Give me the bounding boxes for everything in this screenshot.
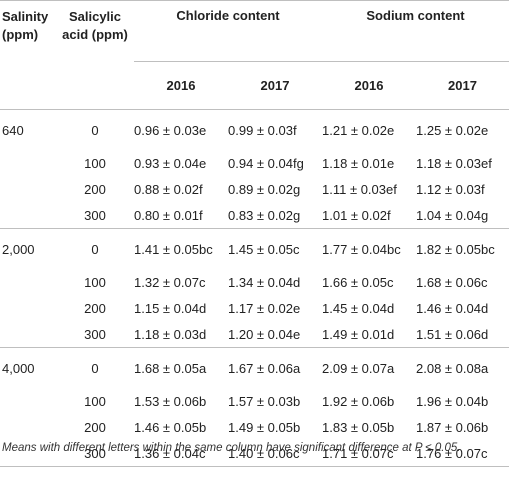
sodium-2016-cell: 1.18 ± 0.01e <box>322 155 395 171</box>
chloride-2017-cell: 0.89 ± 0.02g <box>228 181 301 197</box>
header-chloride-2017: 2017 <box>228 61 322 110</box>
salinity-cell <box>0 388 56 414</box>
salicylic-acid-cell: 300 <box>56 440 134 467</box>
salicylic-acid-cell: 0 <box>56 228 134 269</box>
chloride-2016-cell: 1.36 ± 0.04c <box>134 440 228 467</box>
table-footnote: Means with different letters within the … <box>2 442 461 454</box>
top-rule <box>0 0 509 1</box>
salicylic-acid-cell: 300 <box>84 207 106 223</box>
header-chloride: Chloride content <box>176 8 280 23</box>
sodium-2016-cell: 1.92 ± 0.06b <box>322 393 395 409</box>
sodium-2016-cell: 1.49 ± 0.01d <box>322 326 395 342</box>
sodium-2017-cell: 1.51 ± 0.06d <box>416 326 489 342</box>
table-row: 100 0.93 ± 0.04e 0.94 ± 0.04fg 1.18 ± 0.01e… <box>0 150 509 176</box>
sodium-2016-cell: 1.83 ± 0.05b <box>322 419 395 435</box>
header-sodium: Sodium content <box>366 8 465 23</box>
table-row: 640 0 0.96 ± 0.03e 0.99 ± 0.03f 1.21 ± 0.02e… <box>0 109 509 150</box>
salinity-cell <box>0 414 56 440</box>
sodium-2016-cell: 2.09 ± 0.07a <box>322 347 416 388</box>
header-sodium-2016: 2016 <box>322 61 416 110</box>
chloride-2016-cell: 1.68 ± 0.05a <box>134 347 228 388</box>
salicylic-acid-cell: 200 <box>84 181 106 197</box>
salinity-cell <box>0 202 56 229</box>
header-row-2: 2016 2017 2016 2017 <box>0 61 509 110</box>
chloride-2016-cell: 1.15 ± 0.04d <box>134 300 207 316</box>
salinity-cell: 2,000 <box>0 228 56 269</box>
salicylic-acid-cell: 100 <box>84 393 106 409</box>
header-salicylic-acid: Salicylic acid (ppm) <box>62 9 128 42</box>
chloride-2017-cell: 1.49 ± 0.05b <box>228 419 301 435</box>
salicylic-acid-cell: 300 <box>84 326 106 342</box>
salicylic-acid-cell: 0 <box>56 347 134 388</box>
sodium-2017-cell: 1.12 ± 0.03f <box>416 181 485 197</box>
header-salinity: Salinity (ppm) <box>2 9 49 42</box>
salicylic-acid-cell: 100 <box>84 155 106 171</box>
salicylic-acid-cell: 200 <box>84 300 106 316</box>
sodium-2017-cell: 2.08 ± 0.08a <box>416 347 509 388</box>
sodium-2017-cell: 1.96 ± 0.04b <box>416 393 489 409</box>
chloride-2017-cell: 1.67 ± 0.06a <box>228 347 322 388</box>
salinity-cell <box>0 176 56 202</box>
sodium-2017-cell: 1.04 ± 0.04g <box>416 207 489 223</box>
data-table: Salinity (ppm) Salicylic acid (ppm) Chlori… <box>0 0 509 467</box>
salinity-cell <box>0 269 56 295</box>
sodium-2017-cell: 1.46 ± 0.04d <box>416 300 489 316</box>
chloride-2016-cell: 1.32 ± 0.07c <box>134 274 206 290</box>
table-row: 300 1.36 ± 0.04c 1.40 ± 0.06c 1.71 ± 0.07c 1… <box>0 440 509 467</box>
salinity-cell <box>0 295 56 321</box>
salinity-cell: 640 <box>0 109 56 150</box>
chloride-2017-cell: 0.94 ± 0.04fg <box>228 155 304 171</box>
chloride-2016-cell: 0.96 ± 0.03e <box>134 109 228 150</box>
chloride-2017-cell: 1.34 ± 0.04d <box>228 274 301 290</box>
salinity-cell: 4,000 <box>0 347 56 388</box>
table-body: 640 0 0.96 ± 0.03e 0.99 ± 0.03f 1.21 ± 0.02e… <box>0 109 509 467</box>
chloride-2016-cell: 1.18 ± 0.03d <box>134 326 207 342</box>
sodium-2017-cell: 1.76 ± 0.07c <box>416 440 509 467</box>
sodium-2016-cell: 1.45 ± 0.04d <box>322 300 395 316</box>
salicylic-acid-cell: 200 <box>84 419 106 435</box>
salicylic-acid-cell: 0 <box>56 109 134 150</box>
sodium-2016-cell: 1.71 ± 0.07c <box>322 440 416 467</box>
table-row: 100 1.53 ± 0.06b 1.57 ± 0.03b 1.92 ± 0.06b 1… <box>0 388 509 414</box>
salinity-cell <box>0 150 56 176</box>
header-sodium-2017: 2017 <box>416 61 509 110</box>
header-chloride-2016: 2016 <box>134 61 228 110</box>
chloride-2017-cell: 0.99 ± 0.03f <box>228 109 322 150</box>
table-row: 300 0.80 ± 0.01f 0.83 ± 0.02g 1.01 ± 0.02f 1… <box>0 202 509 229</box>
sodium-2016-cell: 1.01 ± 0.02f <box>322 207 391 223</box>
sodium-2016-cell: 1.11 ± 0.03ef <box>322 181 397 197</box>
header-row-1: Salinity (ppm) Salicylic acid (ppm) Chlori… <box>0 0 509 62</box>
table-row: 100 1.32 ± 0.07c 1.34 ± 0.04d 1.66 ± 0.05c 1… <box>0 269 509 295</box>
table-row: 2,000 0 1.41 ± 0.05bc 1.45 ± 0.05c 1.77 ± 0.… <box>0 228 509 269</box>
chloride-2016-cell: 1.41 ± 0.05bc <box>134 228 228 269</box>
sodium-2017-cell: 1.68 ± 0.06c <box>416 274 488 290</box>
salinity-cell <box>0 440 56 467</box>
sodium-2016-cell: 1.77 ± 0.04bc <box>322 228 416 269</box>
chloride-2016-cell: 0.88 ± 0.02f <box>134 181 203 197</box>
table-row: 4,000 0 1.68 ± 0.05a 1.67 ± 0.06a 2.09 ± 0.0… <box>0 347 509 388</box>
chloride-2017-cell: 1.45 ± 0.05c <box>228 228 322 269</box>
chloride-2017-cell: 1.17 ± 0.02e <box>228 300 301 316</box>
chloride-2017-cell: 1.20 ± 0.04e <box>228 326 301 342</box>
salicylic-acid-cell: 100 <box>84 274 106 290</box>
sodium-2017-cell: 1.25 ± 0.02e <box>416 109 509 150</box>
chloride-2017-cell: 1.40 ± 0.06c <box>228 440 322 467</box>
chloride-2016-cell: 0.80 ± 0.01f <box>134 207 203 223</box>
sodium-2017-cell: 1.18 ± 0.03ef <box>416 155 492 171</box>
chloride-2016-cell: 1.53 ± 0.06b <box>134 393 207 409</box>
chloride-2016-cell: 1.46 ± 0.05b <box>134 419 207 435</box>
sodium-2017-cell: 1.82 ± 0.05bc <box>416 228 509 269</box>
sodium-2017-cell: 1.87 ± 0.06b <box>416 419 489 435</box>
sodium-2016-cell: 1.21 ± 0.02e <box>322 109 416 150</box>
data-table-container: Salinity (ppm) Salicylic acid (ppm) Chlori… <box>0 0 509 467</box>
chloride-2017-cell: 1.57 ± 0.03b <box>228 393 301 409</box>
table-row: 300 1.18 ± 0.03d 1.20 ± 0.04e 1.49 ± 0.01d 1… <box>0 321 509 348</box>
table-row: 200 1.15 ± 0.04d 1.17 ± 0.02e 1.45 ± 0.04d 1… <box>0 295 509 321</box>
table-row: 200 0.88 ± 0.02f 0.89 ± 0.02g 1.11 ± 0.03ef… <box>0 176 509 202</box>
chloride-2016-cell: 0.93 ± 0.04e <box>134 155 207 171</box>
salinity-cell <box>0 321 56 348</box>
table-row: 200 1.46 ± 0.05b 1.49 ± 0.05b 1.83 ± 0.05b 1… <box>0 414 509 440</box>
sodium-2016-cell: 1.66 ± 0.05c <box>322 274 394 290</box>
chloride-2017-cell: 0.83 ± 0.02g <box>228 207 301 223</box>
